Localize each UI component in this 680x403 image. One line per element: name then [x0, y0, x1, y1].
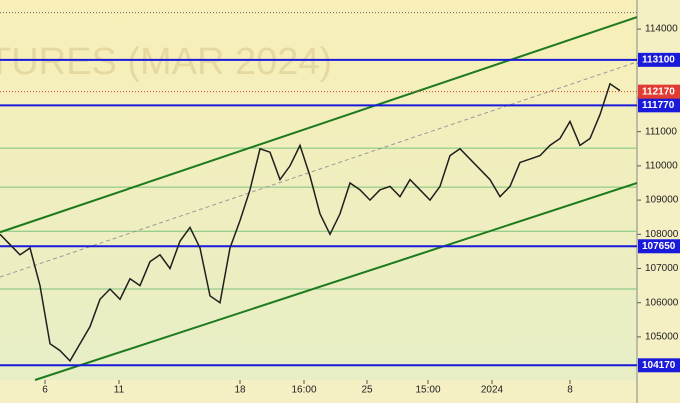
- y-tick-label: 108000: [645, 229, 679, 240]
- channel-lower: [34, 182, 638, 381]
- x-tick-label: 8: [567, 385, 573, 396]
- level-label-box: [638, 358, 680, 373]
- x-tick-label: 6: [42, 385, 48, 396]
- watermark: TURES (MAR 2024): [0, 41, 332, 83]
- x-tick-label: 25: [361, 385, 373, 396]
- y-tick-label: 105000: [645, 332, 679, 343]
- level-label: 107650: [642, 241, 676, 252]
- level-label: 111770: [642, 100, 675, 111]
- x-tick-label: 15:00: [415, 385, 440, 396]
- y-tick-label: 111000: [645, 126, 677, 137]
- last-price-box: [638, 84, 680, 99]
- x-tick-label: 18: [234, 385, 246, 396]
- y-tick-label: 107000: [645, 263, 679, 274]
- level-label-box: [638, 239, 680, 254]
- price-line: [0, 82, 621, 363]
- y-tick-label: 109000: [645, 195, 679, 206]
- channel-middle: [0, 61, 638, 278]
- time-axis-background: [0, 380, 637, 403]
- x-tick-label: 2024: [481, 385, 504, 396]
- level-label-box: [638, 98, 680, 113]
- level-label-box: [638, 52, 680, 67]
- y-tick-label: 106000: [645, 297, 679, 308]
- y-tick-label: 110000: [645, 161, 678, 172]
- x-tick-label: 16:00: [291, 385, 316, 396]
- level-label: 104170: [642, 360, 676, 371]
- x-tick-label: 11: [114, 385, 125, 396]
- plot-background: [0, 0, 637, 380]
- price-axis-background: [637, 0, 680, 403]
- channel-upper: [0, 16, 638, 234]
- last-price-label: 112170: [642, 86, 675, 97]
- y-tick-label: 114000: [645, 24, 678, 35]
- level-label: 113100: [642, 54, 675, 65]
